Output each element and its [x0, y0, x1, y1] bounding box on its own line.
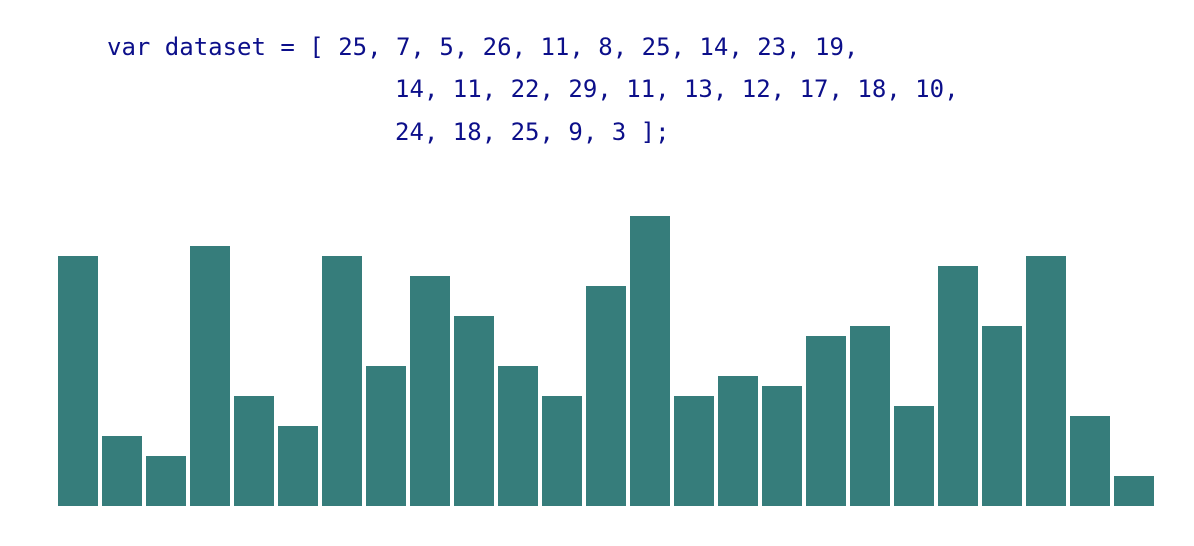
- code-line-2: 14, 11, 22, 29, 11, 13, 12, 17, 18, 10,: [395, 75, 959, 103]
- bar-8: [410, 276, 450, 506]
- bar-12: [586, 286, 626, 506]
- code-snippet: var dataset = [ 25, 7, 5, 26, 11, 8, 25,…: [0, 0, 1194, 190]
- bar-15: [718, 376, 758, 506]
- bar-0: [58, 256, 98, 506]
- bar-24: [1114, 476, 1154, 506]
- bar-1: [102, 436, 142, 506]
- bar-6: [322, 256, 362, 506]
- bar-18: [850, 326, 890, 506]
- bar-16: [762, 386, 802, 506]
- code-line-1: var dataset = [ 25, 7, 5, 26, 11, 8, 25,…: [107, 33, 859, 61]
- bar-20: [938, 266, 978, 506]
- bar-10: [498, 366, 538, 506]
- bar-21: [982, 326, 1022, 506]
- bar-5: [278, 426, 318, 506]
- code-line-3: 24, 18, 25, 9, 3 ];: [395, 118, 670, 146]
- bar-9: [454, 316, 494, 506]
- bar-22: [1026, 256, 1066, 506]
- bar-14: [674, 396, 714, 506]
- bar-2: [146, 456, 186, 506]
- bar-19: [894, 406, 934, 506]
- bar-3: [190, 246, 230, 506]
- bar-7: [366, 366, 406, 506]
- bar-23: [1070, 416, 1110, 506]
- bar-11: [542, 396, 582, 506]
- bar-chart-svg: [58, 216, 1154, 506]
- bar-13: [630, 216, 670, 506]
- bar-17: [806, 336, 846, 506]
- bar-4: [234, 396, 274, 506]
- bar-chart: [0, 190, 1194, 520]
